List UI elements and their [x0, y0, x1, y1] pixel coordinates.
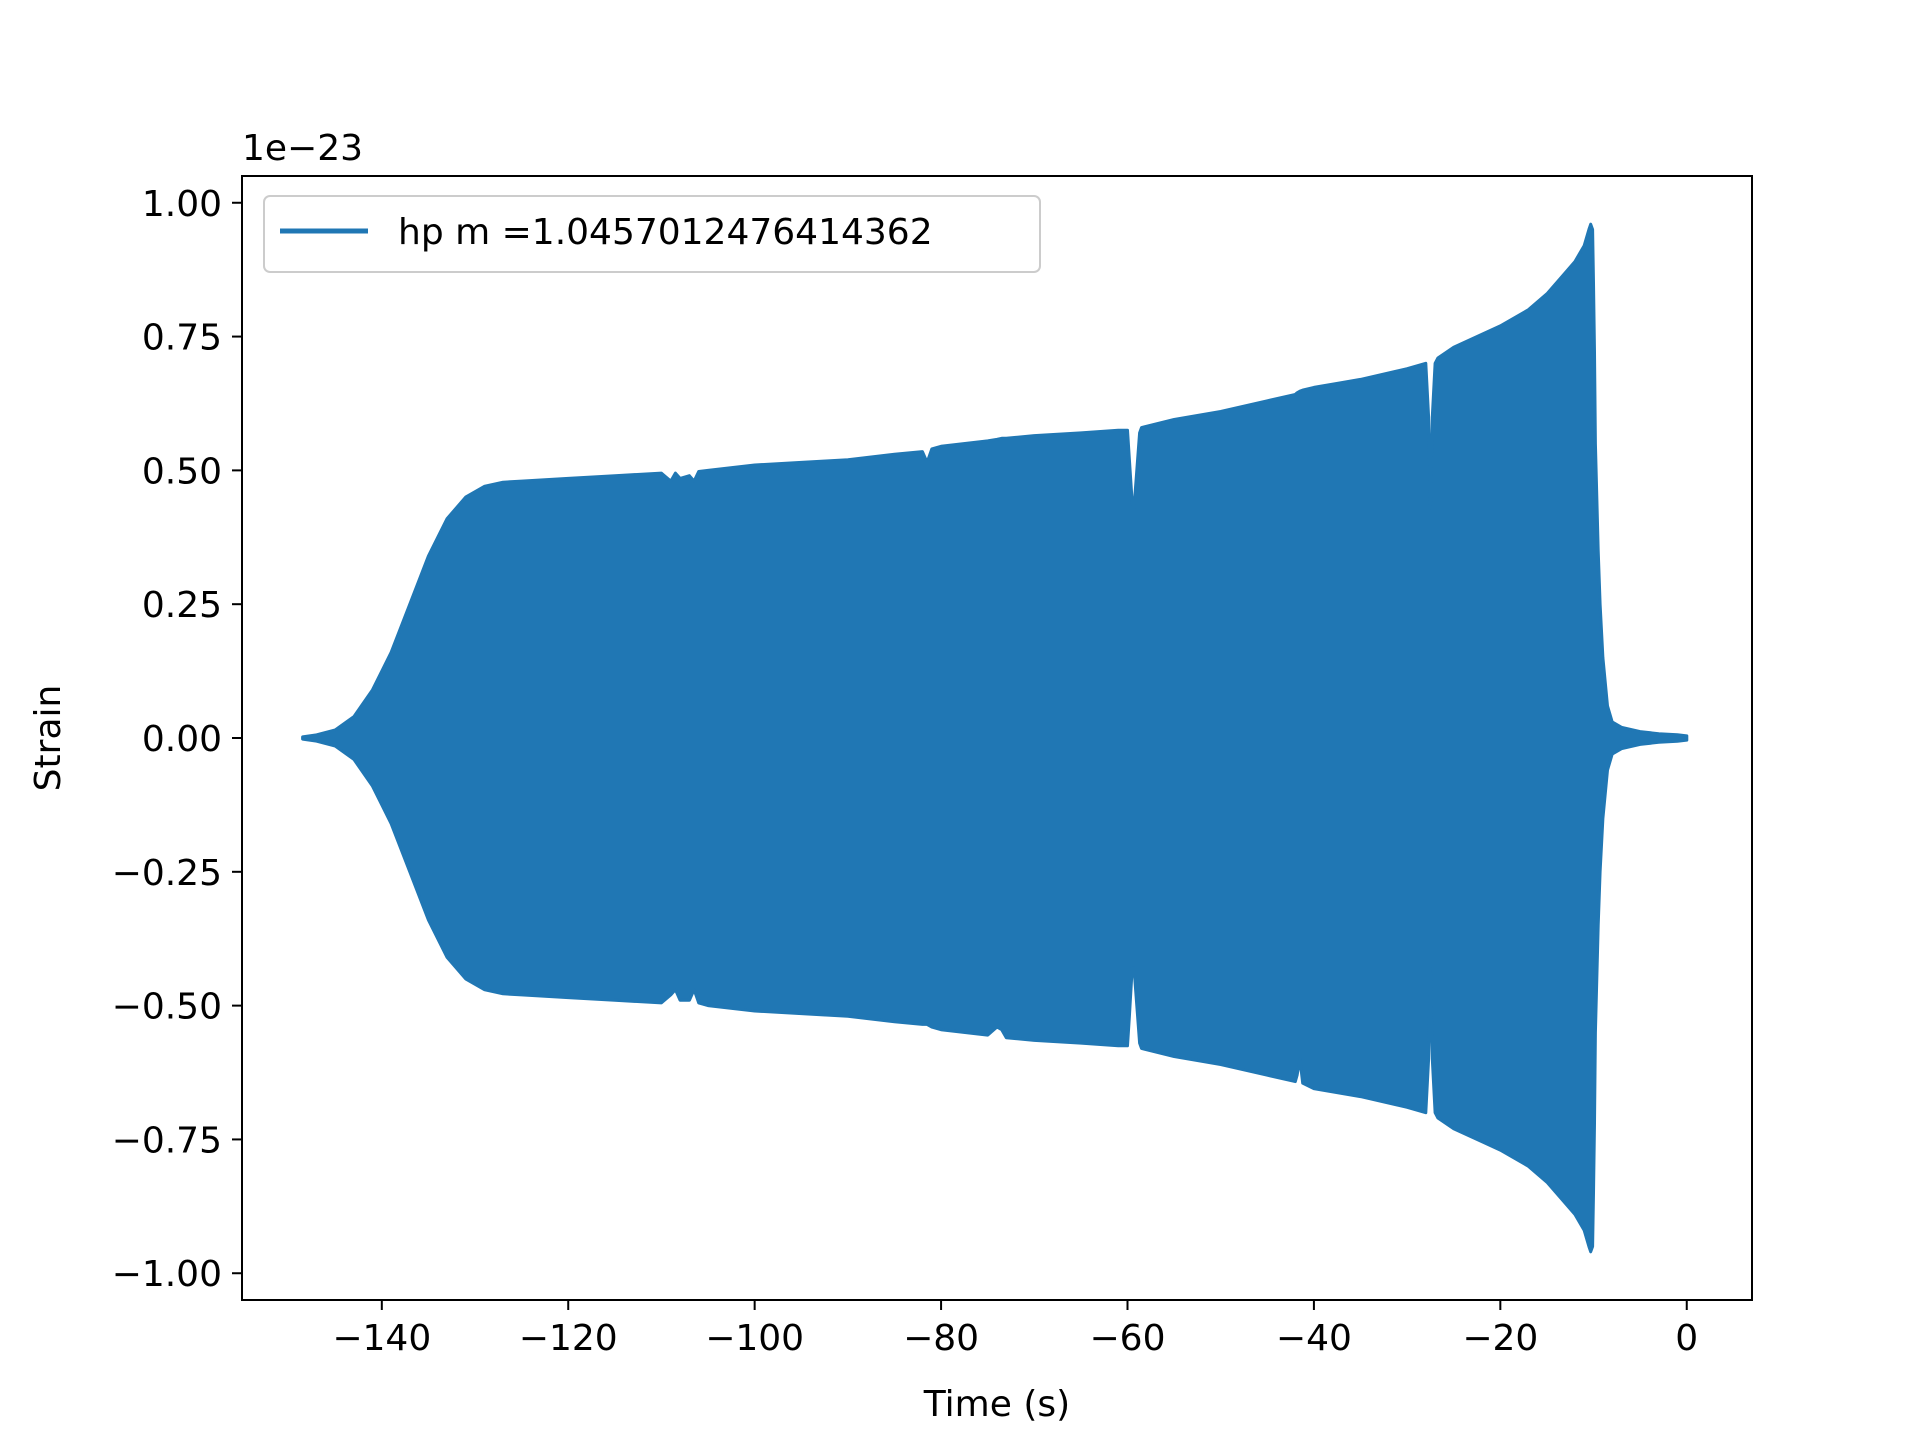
y-offset-label: 1e−23: [242, 128, 363, 169]
legend-label: hp m =1.0457012476414362: [398, 212, 933, 253]
y-tick-label: 0.50: [142, 451, 222, 492]
series-waveform: [301, 222, 1689, 1254]
y-tick-label: 1.00: [142, 184, 222, 225]
x-tick-label: −140: [332, 1318, 431, 1359]
x-tick-label: −60: [1090, 1318, 1166, 1359]
y-tick-label: 0.25: [142, 585, 222, 626]
x-tick-label: −80: [903, 1318, 979, 1359]
x-tick-label: −40: [1276, 1318, 1352, 1359]
y-tick-label: −0.25: [112, 853, 222, 894]
x-tick-label: −100: [705, 1318, 804, 1359]
x-tick-label: −120: [519, 1318, 618, 1359]
y-tick-label: −0.75: [112, 1120, 222, 1161]
y-tick-label: −1.00: [112, 1254, 222, 1295]
y-axis-label: Strain: [28, 685, 69, 792]
y-axis: 1.00 0.75 0.50 0.25 0.00 −0.25 −0.50 −0.75 −1.00: [112, 184, 242, 1295]
x-axis: −140 −120 −100 −80 −60 −40 −20 0: [332, 1300, 1698, 1359]
y-tick-label: −0.50: [112, 987, 222, 1028]
legend: hp m =1.0457012476414362: [263, 195, 1041, 273]
legend-box: [263, 195, 1041, 273]
y-tick-label: 0.75: [142, 318, 222, 359]
x-axis-label: Time (s): [923, 1384, 1070, 1425]
plot-area: [301, 222, 1689, 1254]
y-tick-label: 0.00: [142, 719, 222, 760]
x-tick-label: −20: [1462, 1318, 1538, 1359]
x-tick-label: 0: [1675, 1318, 1698, 1359]
